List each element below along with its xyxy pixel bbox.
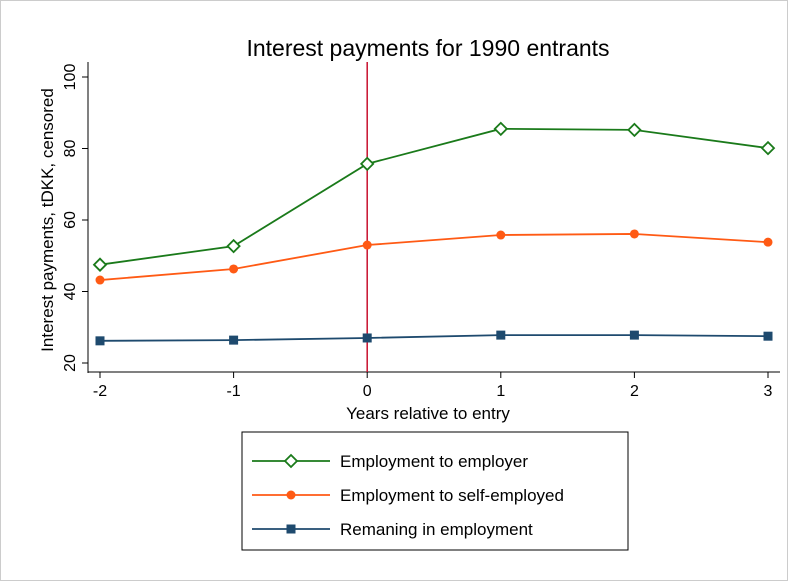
marker xyxy=(763,331,773,341)
y-tick-label: 40 xyxy=(62,283,79,301)
marker xyxy=(763,237,773,247)
y-tick-label: 80 xyxy=(62,140,79,158)
x-tick-label: 2 xyxy=(630,383,639,400)
marker xyxy=(95,336,105,346)
legend-label: Employment to employer xyxy=(340,452,528,471)
y-tick-label: 20 xyxy=(62,354,79,372)
series-line xyxy=(99,127,769,266)
marker xyxy=(493,121,509,137)
marker xyxy=(362,240,372,250)
marker xyxy=(627,122,642,138)
series-line xyxy=(99,334,769,342)
legend-marker xyxy=(286,490,296,500)
legend-label: Remaning in employment xyxy=(340,520,533,539)
marker xyxy=(95,275,105,285)
x-tick-label: 1 xyxy=(496,383,505,400)
series-line xyxy=(99,233,769,281)
marker xyxy=(229,335,239,345)
y-axis-label: Interest payments, tDKK, censored xyxy=(38,88,57,352)
legend-marker xyxy=(283,453,299,469)
x-axis-label: Years relative to entry xyxy=(346,404,510,423)
marker xyxy=(92,257,108,272)
legend xyxy=(241,431,629,551)
y-tick-label: 100 xyxy=(62,64,79,91)
y-tick-label: 60 xyxy=(62,211,79,229)
marker xyxy=(496,330,506,340)
x-tick-label: 3 xyxy=(764,383,773,400)
marker xyxy=(359,156,375,172)
legend-marker xyxy=(286,524,296,534)
marker xyxy=(629,229,639,239)
legend-label: Employment to self-employed xyxy=(340,486,564,505)
marker xyxy=(229,264,239,274)
x-tick-label: -1 xyxy=(226,383,240,400)
marker xyxy=(629,330,639,340)
marker xyxy=(760,140,776,156)
marker xyxy=(226,238,241,254)
marker xyxy=(496,230,506,240)
chart-title: Interest payments for 1990 entrants xyxy=(246,35,609,61)
x-tick-label: -2 xyxy=(93,383,107,400)
marker xyxy=(362,333,372,343)
x-tick-label: 0 xyxy=(363,383,372,400)
